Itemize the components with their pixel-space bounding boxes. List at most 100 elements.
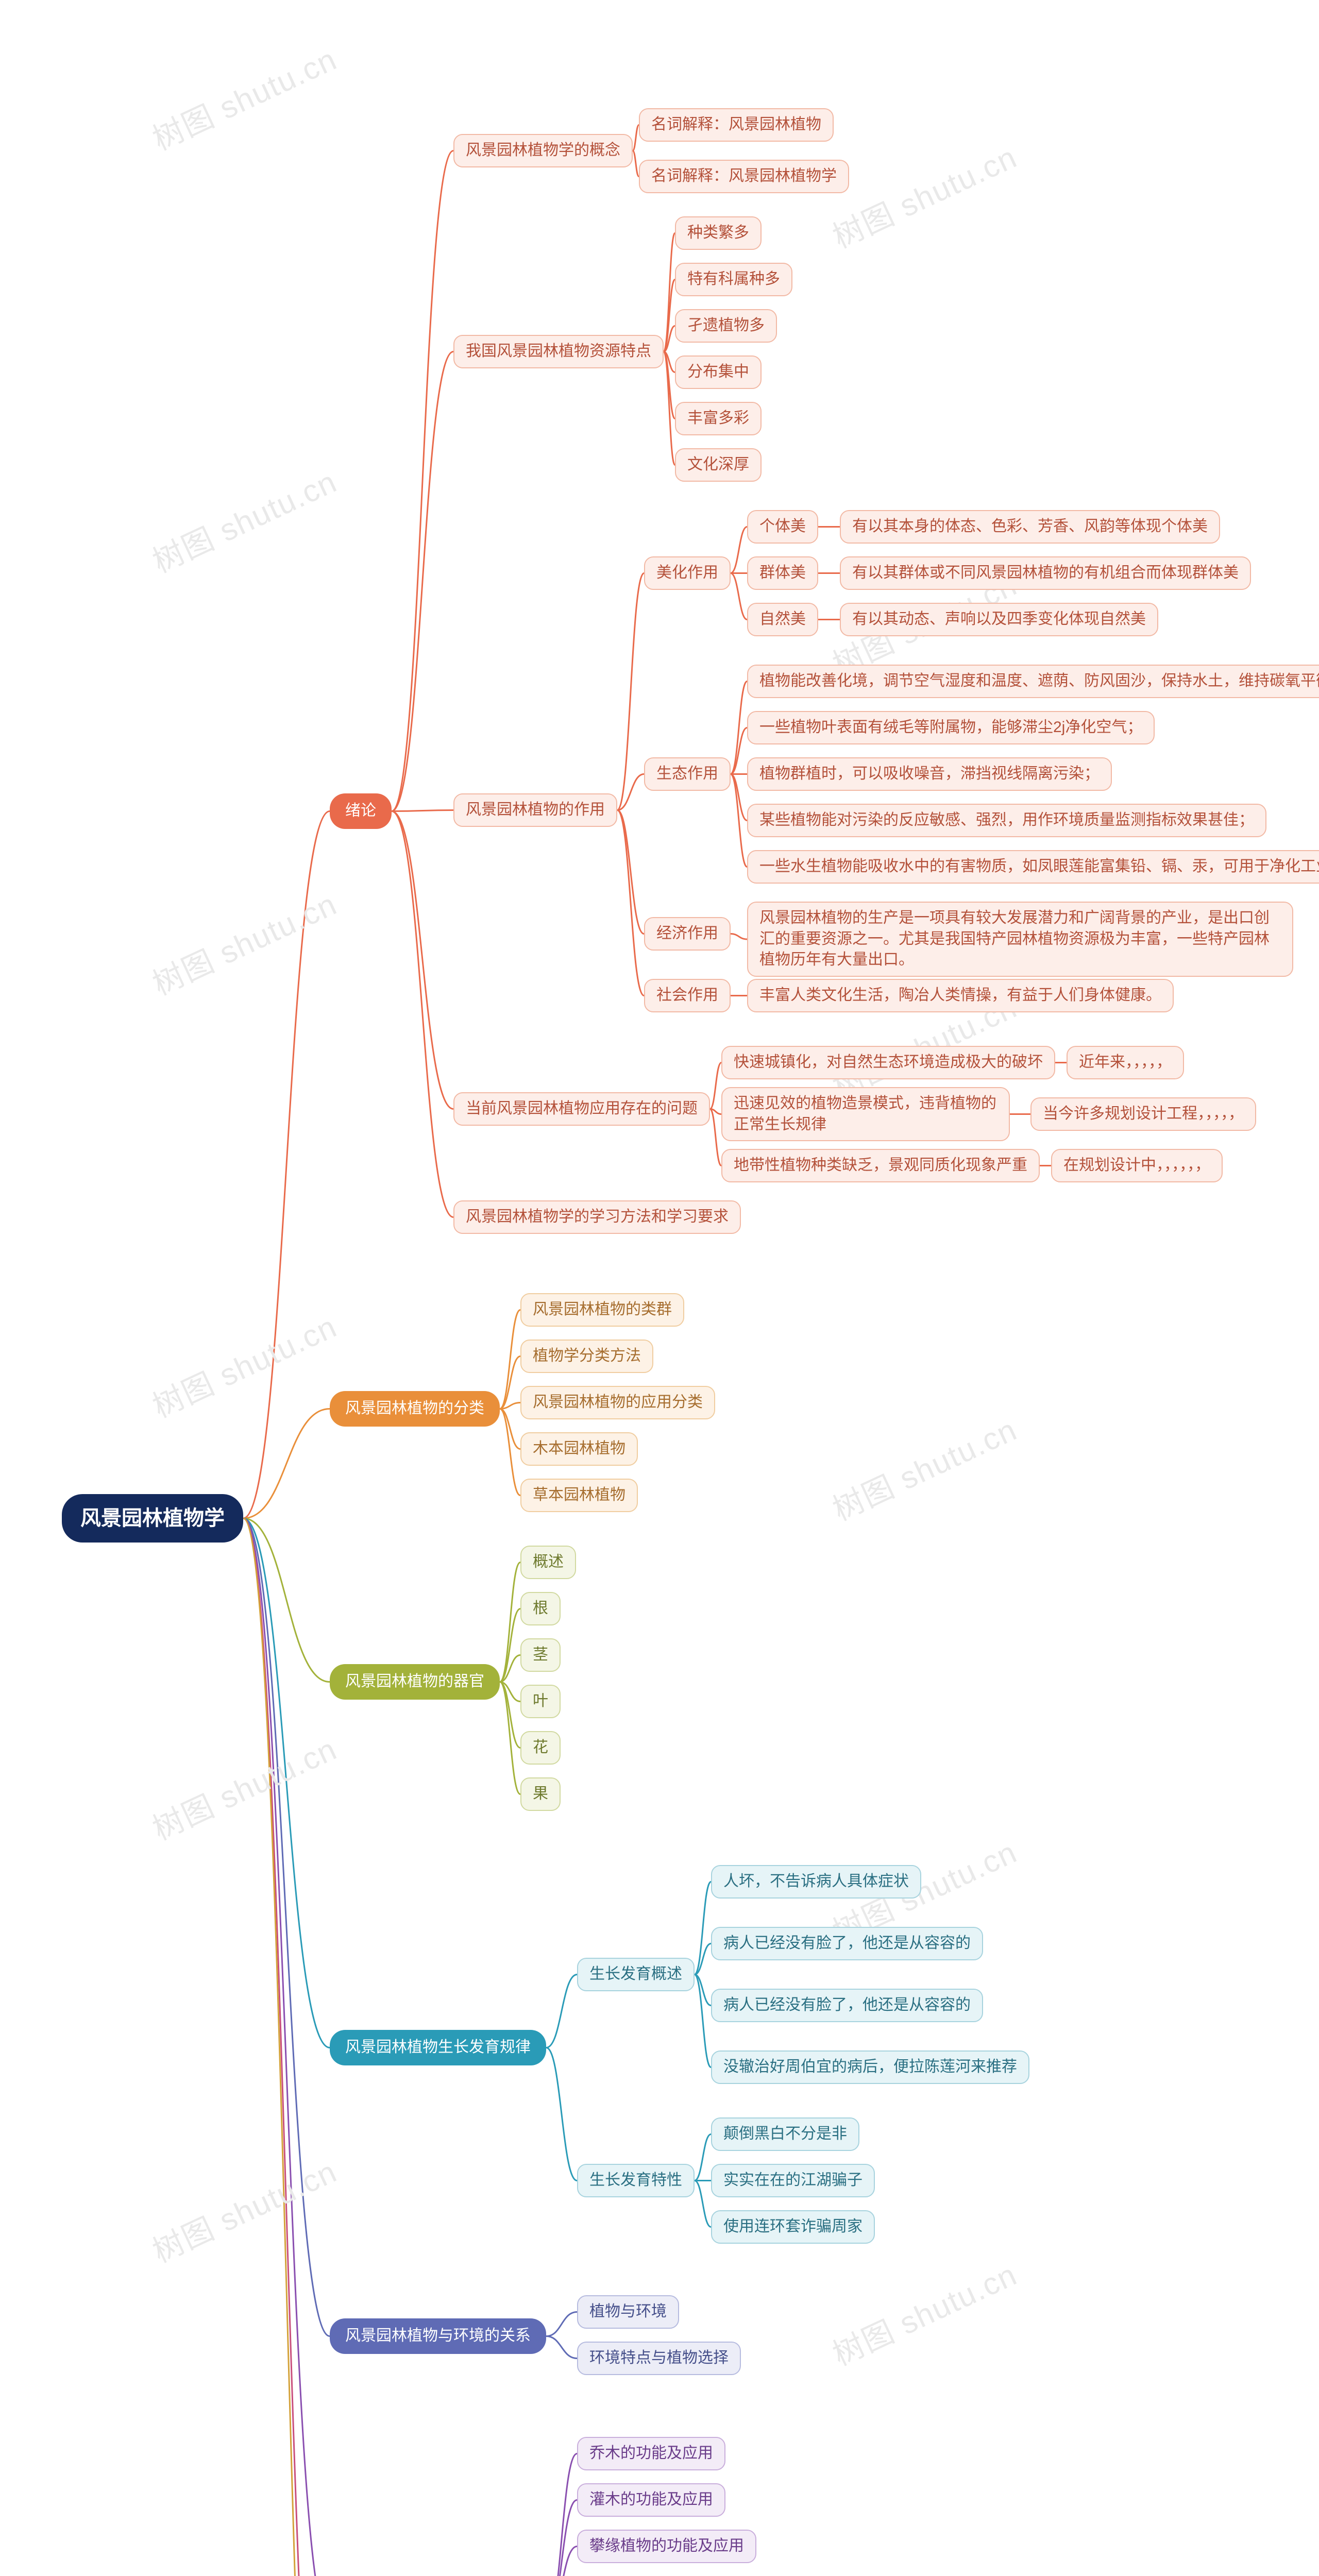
node-b6a: 乔木的功能及应用: [577, 2437, 725, 2470]
edge: [731, 527, 747, 573]
edge: [546, 2048, 577, 2181]
node-b3: 风景园林植物的器官: [330, 1664, 500, 1700]
mindmap-canvas: 树图 shutu.cn 树图 shutu.cn 树图 shutu.cn 树图 shut…: [0, 0, 1319, 2576]
edge: [664, 352, 675, 372]
node-b1c1b1: 有以其群体或不同风景园林植物的有机组合而体现群体美: [840, 556, 1251, 590]
watermark: 树图 shutu.cn: [144, 879, 343, 1004]
node-b3c: 茎: [520, 1638, 561, 1672]
node-b1c2c: 植物群植时，可以吸收噪音，滞挡视线隔离污染；: [747, 757, 1112, 791]
node-b1a1: 名词解释：风景园林植物: [639, 108, 834, 142]
node-b1b2: 特有科属种多: [675, 263, 792, 296]
edge: [731, 774, 747, 867]
edge: [617, 810, 644, 934]
node-b4b: 生长发育特性: [577, 2164, 695, 2197]
node-b1d2a: 当今许多规划设计工程，，，，，: [1030, 1097, 1256, 1131]
edge: [392, 810, 453, 811]
edge: [243, 811, 330, 1519]
node-b2: 风景园林植物的分类: [330, 1391, 500, 1427]
edge: [695, 2134, 711, 2181]
edge: [243, 1518, 330, 1682]
edge: [546, 2500, 577, 2576]
edge: [710, 1109, 721, 1166]
edge: [710, 1109, 721, 1114]
watermark: 树图 shutu.cn: [824, 2250, 1023, 2375]
watermark: 树图 shutu.cn: [824, 1405, 1023, 1530]
node-b3f: 果: [520, 1777, 561, 1811]
node-b6c: 攀缘植物的功能及应用: [577, 2530, 756, 2563]
edge: [664, 352, 675, 465]
edge: [546, 1975, 577, 2048]
edge: [731, 774, 747, 821]
node-b2e: 草本园林植物: [520, 1479, 638, 1512]
edge: [731, 682, 747, 774]
edge: [710, 1063, 721, 1109]
edge: [731, 934, 747, 940]
node-b2c: 风景园林植物的应用分类: [520, 1386, 715, 1419]
edge: [500, 1682, 520, 1748]
edge: [664, 352, 675, 419]
edge: [500, 1682, 520, 1794]
node-b1c3a: 风景园林植物的生产是一项具有较大发展潜力和广阔背景的产业，是出口创汇的重要资源之…: [747, 902, 1293, 977]
edge: [500, 1409, 520, 1496]
watermark: 树图 shutu.cn: [824, 132, 1023, 257]
edge: [546, 2336, 577, 2359]
edge: [546, 2454, 577, 2576]
node-b1d3: 地带性植物种类缺乏，景观同质化现象严重: [721, 1149, 1040, 1182]
node-b1d3a: 在规划设计中，，，，，，: [1051, 1149, 1223, 1182]
node-b4a3: 病人已经没有脸了，他还是从容容的: [711, 1989, 983, 2022]
edge: [243, 1518, 330, 2576]
edge: [392, 352, 453, 811]
node-b2a: 风景园林植物的类群: [520, 1293, 684, 1327]
node-b1c1c1: 有以其动态、声响以及四季变化体现自然美: [840, 603, 1158, 636]
node-b5b: 环境特点与植物选择: [577, 2342, 741, 2375]
edge: [392, 151, 453, 811]
node-b1c2a: 植物能改善化境，调节空气湿度和温度、遮荫、防风固沙，保持水土，维持碳氧平衡；: [747, 665, 1319, 698]
edge: [664, 233, 675, 352]
node-b1b1: 种类繁多: [675, 216, 762, 250]
edge: [243, 1518, 330, 2048]
watermark: 树图 shutu.cn: [144, 2147, 343, 2272]
node-b3d: 叶: [520, 1685, 561, 1718]
edge: [695, 1882, 711, 1975]
node-b1d1: 快速城镇化，对自然生态环境造成极大的破坏: [721, 1046, 1055, 1079]
edge: [243, 1518, 330, 2336]
node-b1c4a: 丰富人类文化生活，陶冶人类情操，有益于人们身体健康。: [747, 979, 1174, 1012]
node-b1c4: 社会作用: [644, 979, 731, 1012]
watermark: 树图 shutu.cn: [144, 1302, 343, 1427]
node-b1b5: 丰富多彩: [675, 402, 762, 435]
node-b1a2: 名词解释：风景园林植物学: [639, 160, 849, 193]
node-b4b2: 实实在在的江湖骗子: [711, 2164, 875, 2197]
node-b1a: 风景园林植物学的概念: [453, 134, 633, 167]
node-b4a2: 病人已经没有脸了，他还是从容容的: [711, 1927, 983, 1960]
edge: [243, 1518, 330, 2576]
node-b1c2d: 某些植物能对污染的反应敏感、强烈，用作环境质量监测指标效果甚佳；: [747, 804, 1266, 837]
edge: [243, 1518, 330, 2576]
node-b1c1: 美化作用: [644, 556, 731, 590]
node-b1c1a1: 有以其本身的体态、色彩、芳香、风韵等体现个体美: [840, 510, 1220, 544]
edge: [633, 125, 639, 151]
watermark: 树图 shutu.cn: [144, 2569, 343, 2576]
edge: [731, 728, 747, 774]
node-b4a4: 没辙治好周伯宜的病后，便拉陈莲河来推荐: [711, 2050, 1029, 2084]
node-b1b4: 分布集中: [675, 355, 762, 389]
edge: [731, 573, 747, 620]
node-b1c: 风景园林植物的作用: [453, 793, 617, 827]
edge: [695, 1975, 711, 2067]
node-b1d2: 迅速见效的植物造景模式，违背植物的正常生长规律: [721, 1087, 1010, 1141]
edge: [617, 573, 644, 810]
node-b1c1b: 群体美: [747, 556, 818, 590]
edge: [500, 1409, 520, 1449]
edge: [392, 811, 453, 1217]
node-b1: 绪论: [330, 793, 392, 829]
edge: [633, 151, 639, 177]
node-b1c1c: 自然美: [747, 603, 818, 636]
node-b4b1: 颠倒黑白不分是非: [711, 2117, 859, 2151]
edge: [617, 774, 644, 810]
node-b1b3: 孑遗植物多: [675, 309, 777, 343]
edge: [500, 1655, 520, 1682]
edge: [500, 1357, 520, 1409]
edge: [617, 810, 644, 996]
node-b6b: 灌木的功能及应用: [577, 2483, 725, 2517]
node-b4a1: 人坏，不告诉病人具体症状: [711, 1865, 921, 1899]
node-b3b: 根: [520, 1592, 561, 1625]
